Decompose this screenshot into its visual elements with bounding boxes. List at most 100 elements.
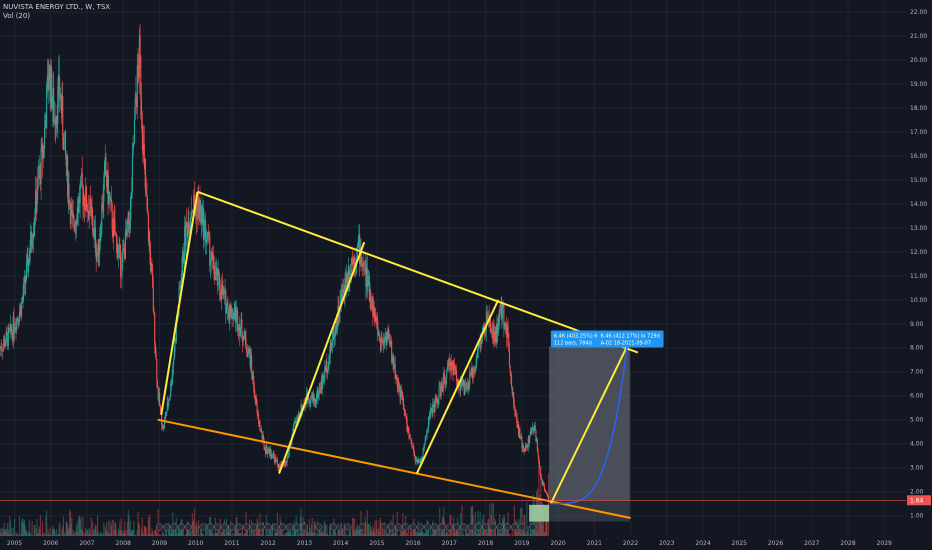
candle-body <box>509 365 511 373</box>
candle-body <box>120 275 122 277</box>
volume-bar <box>337 522 339 536</box>
volume-bar <box>195 525 197 536</box>
candle-body <box>152 271 154 287</box>
candle-body <box>66 155 68 166</box>
candle-body <box>528 437 530 444</box>
volume-bar <box>117 528 120 536</box>
volume-bar <box>200 526 202 536</box>
volume-bar <box>103 521 105 536</box>
volume-bar <box>185 533 187 536</box>
volume-bar <box>170 534 172 536</box>
volume-bar <box>26 532 28 536</box>
candle-body <box>392 356 394 364</box>
volume-bar <box>355 529 357 536</box>
volume-bar <box>27 535 29 536</box>
volume-bar <box>10 533 12 536</box>
volume-bar <box>421 531 423 536</box>
volume-bar <box>501 534 503 536</box>
candle-body <box>471 368 473 371</box>
candle-body <box>379 335 381 340</box>
candle-body <box>520 437 522 440</box>
candle-body <box>238 324 240 332</box>
candle-body <box>452 366 454 375</box>
volume-bar <box>71 535 74 536</box>
volume-bar <box>162 532 164 536</box>
event-badge <box>199 523 207 531</box>
volume-bar <box>410 531 412 536</box>
volume-bar <box>132 529 134 536</box>
volume-bar <box>508 533 510 536</box>
volume-bar <box>416 530 418 536</box>
candle-body <box>50 66 52 101</box>
volume-bar <box>228 531 230 536</box>
candle-body <box>456 381 458 385</box>
candle-body <box>242 338 244 343</box>
candle-body <box>547 493 549 498</box>
candle-body <box>57 86 59 124</box>
candle-body <box>508 333 510 351</box>
candle-body <box>157 387 159 400</box>
candle-body <box>411 444 413 446</box>
volume-bar <box>312 533 314 536</box>
volume-bar <box>202 535 205 536</box>
event-badge <box>438 523 446 531</box>
volume-bar <box>105 530 107 536</box>
candle-body <box>171 376 173 386</box>
candle-body <box>166 402 168 412</box>
volume-bar <box>186 524 188 536</box>
candle-body <box>324 366 327 371</box>
volume-bar <box>250 530 252 536</box>
volume-bar <box>352 517 354 536</box>
candle-body <box>162 427 164 429</box>
volume-bar <box>53 529 55 536</box>
candle-body <box>260 429 262 432</box>
candle-body <box>97 253 99 256</box>
event-badge <box>279 523 287 531</box>
candle-body <box>492 324 494 340</box>
candle-body <box>414 456 416 463</box>
candle-body <box>412 445 414 447</box>
volume-bar <box>464 526 467 536</box>
candle-body <box>370 308 373 310</box>
volume-bar <box>340 522 343 536</box>
volume-bar <box>192 522 194 536</box>
event-badge <box>518 523 526 531</box>
candle-body <box>359 234 361 264</box>
candle-body <box>389 334 391 338</box>
candle-body <box>232 312 234 320</box>
candle-body <box>294 420 297 423</box>
volume-bar <box>166 535 168 536</box>
candle-body <box>522 445 524 450</box>
volume-bar <box>72 529 74 536</box>
candle-body <box>504 323 506 325</box>
volume-bar <box>241 527 244 536</box>
candle-body <box>410 438 412 445</box>
candle-body <box>172 359 175 366</box>
volume-bar <box>492 504 494 536</box>
candle-body <box>189 219 191 227</box>
volume-bar <box>25 529 27 536</box>
candle-body <box>391 356 393 362</box>
candle-body <box>18 311 21 322</box>
x-tick-label: 2005 <box>7 540 22 547</box>
candle-body <box>25 263 28 281</box>
event-badge <box>358 523 366 531</box>
candle-body <box>100 232 102 234</box>
candle-body <box>131 190 133 194</box>
candle-body <box>396 380 398 386</box>
candle-body <box>234 306 236 314</box>
candle-body <box>391 341 393 362</box>
candle-body <box>61 96 63 113</box>
candle-body <box>206 239 208 241</box>
candle-body <box>301 404 303 414</box>
volume-bar <box>25 530 28 536</box>
candle-body <box>44 121 46 128</box>
volume-bar <box>478 533 481 536</box>
volume-bar <box>107 533 109 536</box>
volume-bar <box>455 527 458 536</box>
candle-body <box>68 183 70 205</box>
volume-bar <box>544 532 546 536</box>
